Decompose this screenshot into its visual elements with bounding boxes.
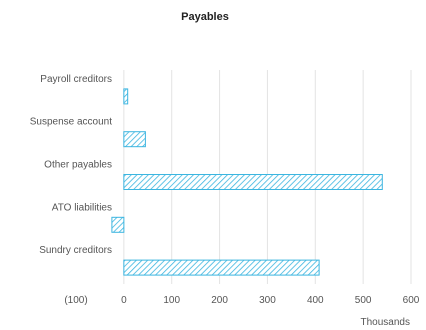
x-tick-label: 600 <box>403 295 420 306</box>
x-tick-label: 200 <box>211 295 228 306</box>
category-label: Sundry creditors <box>39 245 112 256</box>
x-tick-label: 100 <box>163 295 180 306</box>
bar-layer <box>111 88 383 276</box>
x-tick-label: 300 <box>259 295 276 306</box>
bar <box>123 174 383 190</box>
axis-unit-label: Thousands <box>361 317 410 328</box>
bar <box>123 88 129 105</box>
x-tick-label: 400 <box>307 295 324 306</box>
category-label-layer: Payroll creditors Suspense account Other p… <box>30 74 113 256</box>
category-label: Other payables <box>44 160 112 171</box>
bar <box>123 259 320 276</box>
x-tick-label: 0 <box>121 295 127 306</box>
bar <box>111 216 125 233</box>
tick-label-layer: (100) 0 100 200 300 400 500 600 <box>64 295 419 306</box>
category-label: Suspense account <box>30 117 113 128</box>
x-tick-label: (100) <box>64 295 87 306</box>
category-label: Payroll creditors <box>40 74 112 85</box>
chart-title: Payables <box>181 11 229 23</box>
x-tick-label: 500 <box>355 295 372 306</box>
category-label: ATO liabilities <box>52 202 112 213</box>
bar <box>123 131 146 148</box>
